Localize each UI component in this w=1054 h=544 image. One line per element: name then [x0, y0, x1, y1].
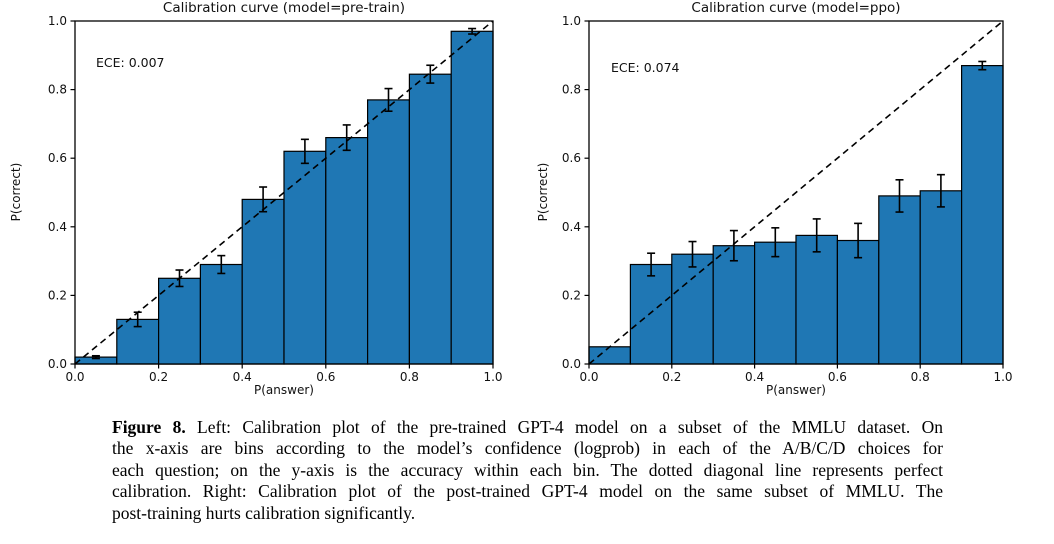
- ece-annotation-ppo: ECE: 0.074: [611, 60, 680, 75]
- calibration-plot-pretrain: 0.0 0.2 0.4 0.6 0.8 1.0 0.0 0.2 0.4 0.6 0.8 1.0: [48, 14, 503, 384]
- svg-text:0.8: 0.8: [562, 83, 581, 97]
- svg-text:0.8: 0.8: [911, 370, 930, 384]
- svg-text:0.4: 0.4: [48, 220, 67, 234]
- svg-text:0.6: 0.6: [48, 151, 67, 165]
- calibration-chart-pretrain: Calibration curve (model=pre-train) ECE:…: [0, 0, 527, 410]
- caption-line: post-training hurts calibration signific…: [112, 502, 416, 523]
- chart-title-pretrain: Calibration curve (model=pre-train): [162, 0, 406, 16]
- ece-annotation-pretrain: ECE: 0.007: [96, 55, 165, 70]
- svg-text:0.8: 0.8: [48, 83, 67, 97]
- svg-text:1.0: 1.0: [993, 370, 1012, 384]
- svg-text:0.4: 0.4: [233, 370, 252, 384]
- svg-text:0.2: 0.2: [149, 370, 168, 384]
- svg-text:0.4: 0.4: [745, 370, 764, 384]
- caption-line: the x-axis are bins according to the mod…: [112, 438, 943, 459]
- svg-text:0.4: 0.4: [562, 220, 581, 234]
- svg-text:0.0: 0.0: [562, 357, 581, 371]
- svg-text:1.0: 1.0: [483, 370, 502, 384]
- svg-text:0.2: 0.2: [662, 370, 681, 384]
- svg-text:0.0: 0.0: [65, 370, 84, 384]
- calibration-chart-ppo: Calibration curve (model=ppo) ECE: 0.074…: [527, 0, 1054, 410]
- figure-caption: Figure 8. Left: Calibration plot of the …: [112, 417, 943, 524]
- x-axis-label-pretrain: P(answer): [254, 383, 314, 397]
- svg-text:0.0: 0.0: [48, 357, 67, 371]
- svg-text:0.2: 0.2: [48, 288, 67, 302]
- svg-text:0.2: 0.2: [562, 288, 581, 302]
- svg-text:0.6: 0.6: [562, 151, 581, 165]
- caption-line: calibration. Right: Calibration plot of …: [112, 481, 943, 502]
- x-axis-label-ppo: P(answer): [766, 383, 826, 397]
- calibration-plot-ppo: 0.0 0.2 0.4 0.6 0.8 1.0 0.0 0.2 0.4 0.6 0.8 1.0: [562, 14, 1013, 384]
- svg-text:0.0: 0.0: [579, 370, 598, 384]
- svg-text:0.6: 0.6: [316, 370, 335, 384]
- caption-line: Figure 8. Left: Calibration plot of the …: [112, 417, 943, 438]
- figure-label: Figure 8.: [112, 417, 186, 437]
- caption-line: each question; on the y-axis is the accu…: [112, 459, 943, 480]
- svg-text:1.0: 1.0: [562, 14, 581, 28]
- chart-title-ppo: Calibration curve (model=ppo): [691, 0, 901, 16]
- caption-text: Left: Calibration plot of the pre-traine…: [197, 417, 944, 437]
- svg-text:0.8: 0.8: [400, 370, 419, 384]
- svg-text:0.6: 0.6: [828, 370, 847, 384]
- svg-text:1.0: 1.0: [48, 14, 67, 28]
